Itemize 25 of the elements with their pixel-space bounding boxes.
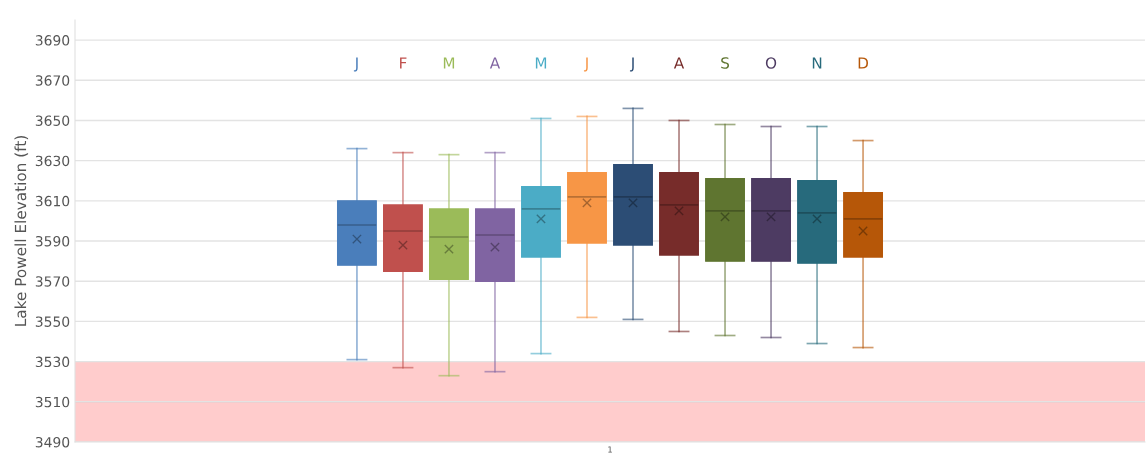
text: J <box>583 57 588 72</box>
y-tick-label: 3670 <box>35 75 70 86</box>
text: N <box>812 57 822 69</box>
text: M <box>535 57 547 69</box>
y-tick-label: 3490 <box>35 436 70 448</box>
y-axis-title: Lake Powell Elevation (ft) <box>14 136 29 326</box>
y-tick-label: 3690 <box>35 35 70 46</box>
text: J <box>353 57 358 72</box>
text: D <box>858 57 869 69</box>
y-tick-label: 3550 <box>35 316 70 327</box>
y-tick-label: 3590 <box>35 236 70 247</box>
text: A <box>489 57 501 69</box>
text: M <box>443 57 455 69</box>
text: O <box>765 57 777 69</box>
y-tick-label: 3570 <box>35 276 70 287</box>
y-tick-label: 3630 <box>35 155 70 167</box>
y-tick-label: 3610 <box>35 195 70 207</box>
text: S <box>721 57 730 69</box>
text: J <box>629 57 634 72</box>
text: F <box>400 57 407 69</box>
y-tick-label: 3650 <box>35 115 70 126</box>
text: A <box>673 57 685 69</box>
y-tick-label: 3530 <box>35 356 70 368</box>
y-tick-label: 3510 <box>35 396 70 408</box>
x-tick-label: 1 <box>608 446 612 453</box>
